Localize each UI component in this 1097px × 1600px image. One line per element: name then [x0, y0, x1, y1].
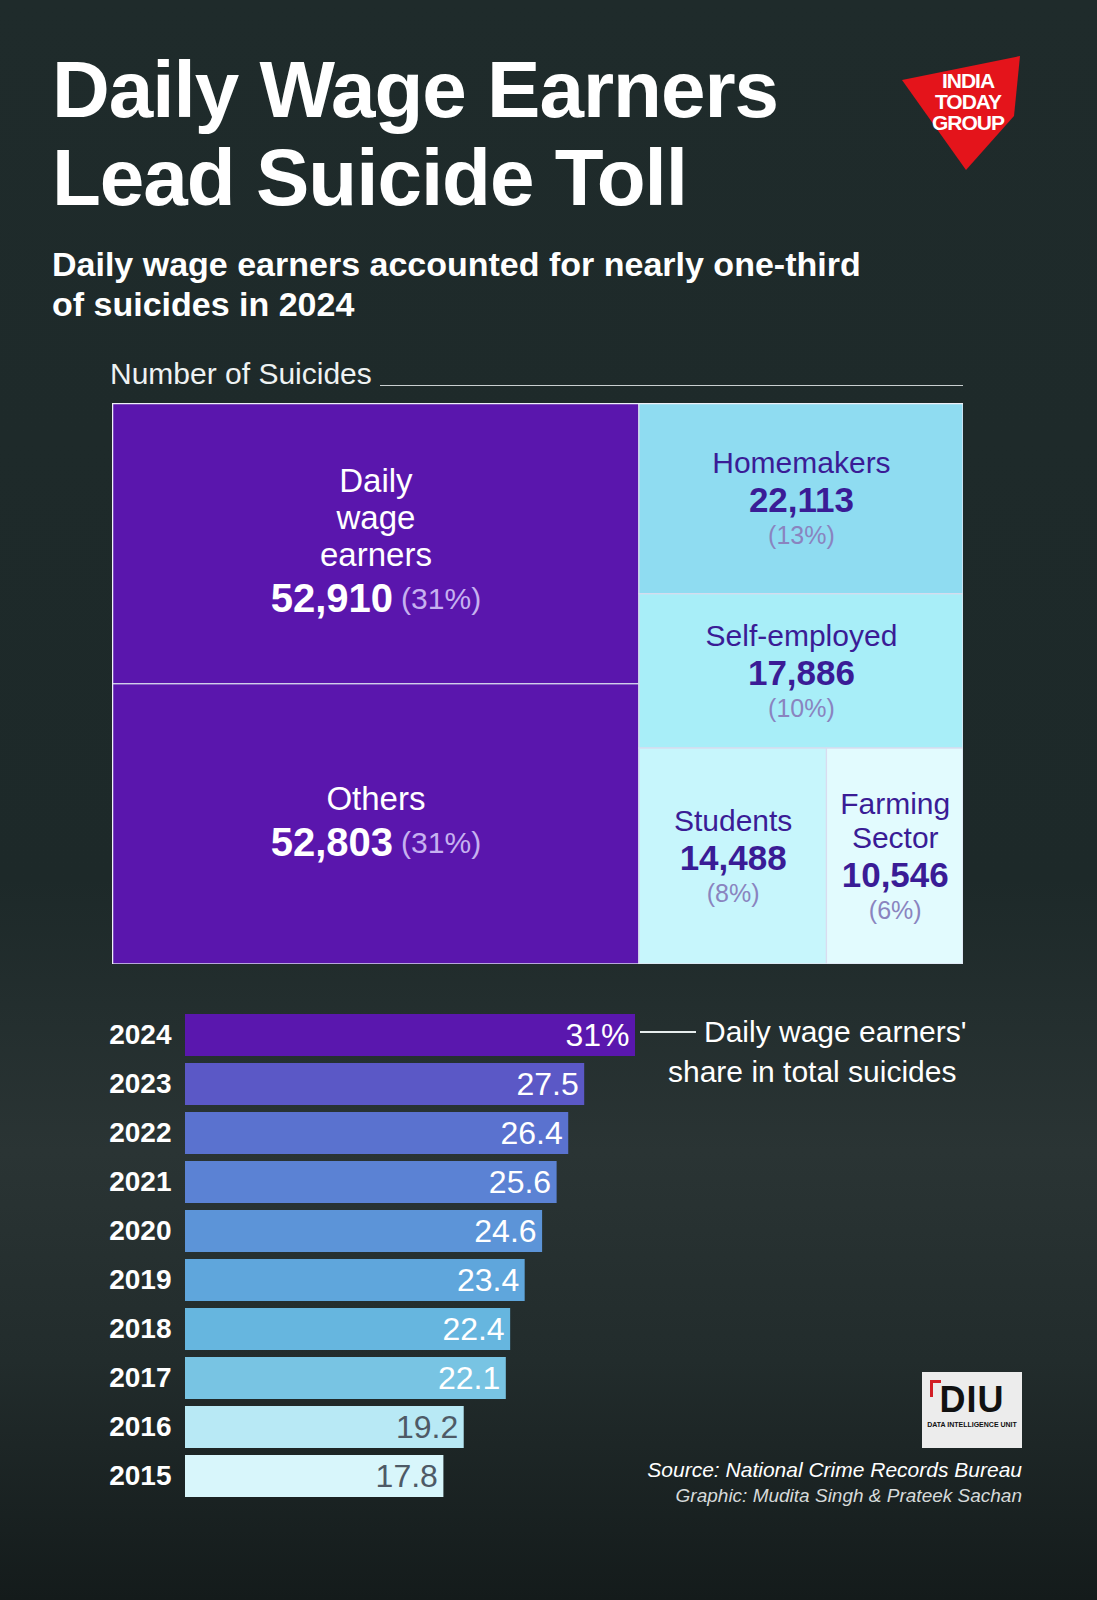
svg-text:INDIA: INDIA	[942, 69, 995, 92]
svg-text:52,910: 52,910	[271, 576, 393, 620]
svg-text:2021: 2021	[109, 1166, 171, 1197]
svg-text:19.2: 19.2	[396, 1409, 458, 1445]
html-text:Daily wage earners' share in t: Daily wage earners' share in total suici…	[668, 1015, 967, 1088]
svg-text:2023: 2023	[109, 1068, 171, 1099]
svg-text:Self-employed: Self-employed	[706, 619, 898, 652]
svg-text:TODAY: TODAY	[935, 90, 1002, 113]
svg-text:(31%): (31%)	[401, 825, 481, 858]
html-text:Graphic: Mudita Singh & Pratee: Graphic: Mudita Singh & Prateek Sachan	[675, 1485, 1022, 1506]
svg-text:2019: 2019	[109, 1264, 171, 1295]
svg-text:(6%): (6%)	[869, 896, 922, 924]
svg-text:14,488: 14,488	[680, 838, 787, 877]
svg-text:(13%): (13%)	[768, 521, 835, 549]
svg-text:Students: Students	[674, 804, 792, 837]
svg-text:Others: Others	[326, 780, 425, 817]
html-text:Daily Wage Earners Lead Suicid: Daily Wage Earners Lead Suicide Toll	[52, 45, 778, 222]
html-text:Source: National Crime Records: Source: National Crime Records Bureau	[647, 1458, 1022, 1481]
svg-text:2018: 2018	[109, 1313, 171, 1344]
svg-text:wage: wage	[335, 499, 415, 536]
svg-text:22.4: 22.4	[442, 1311, 504, 1347]
svg-text:2020: 2020	[109, 1215, 171, 1246]
svg-text:22,113: 22,113	[749, 480, 854, 519]
svg-text:Daily: Daily	[339, 462, 413, 499]
svg-text:2022: 2022	[109, 1117, 171, 1148]
html-text:Number of Suicides: Number of Suicides	[110, 357, 372, 390]
svg-text:2017: 2017	[109, 1362, 171, 1393]
svg-text:(10%): (10%)	[768, 694, 835, 722]
svg-text:GROUP: GROUP	[932, 111, 1005, 134]
html-text:DATA INTELLIGENCE UNIT: DATA INTELLIGENCE UNIT	[927, 1421, 1017, 1428]
svg-text:Homemakers: Homemakers	[712, 446, 890, 479]
svg-text:27.5: 27.5	[516, 1066, 578, 1102]
svg-text:earners: earners	[320, 536, 432, 573]
svg-text:52,803: 52,803	[271, 820, 393, 864]
svg-text:(8%): (8%)	[707, 879, 760, 907]
svg-text:25.6: 25.6	[489, 1164, 551, 1200]
svg-text:17.8: 17.8	[376, 1458, 438, 1494]
svg-text:26.4: 26.4	[500, 1115, 562, 1151]
svg-text:2016: 2016	[109, 1411, 171, 1442]
svg-text:31%: 31%	[565, 1017, 629, 1053]
svg-text:23.4: 23.4	[457, 1262, 519, 1298]
html-text:DIU: DIU	[939, 1379, 1005, 1420]
html-text:Daily wage earners accounted f: Daily wage earners accounted for nearly …	[52, 245, 861, 323]
svg-text:2024: 2024	[109, 1019, 172, 1050]
svg-text:17,886: 17,886	[748, 653, 855, 692]
svg-text:(31%): (31%)	[401, 582, 481, 615]
svg-text:10,546: 10,546	[842, 855, 949, 894]
svg-text:22.1: 22.1	[438, 1360, 500, 1396]
svg-text:24.6: 24.6	[474, 1213, 536, 1249]
svg-text:2015: 2015	[109, 1460, 171, 1491]
svg-text:Farming: Farming	[840, 787, 950, 820]
svg-text:Sector: Sector	[852, 821, 939, 854]
